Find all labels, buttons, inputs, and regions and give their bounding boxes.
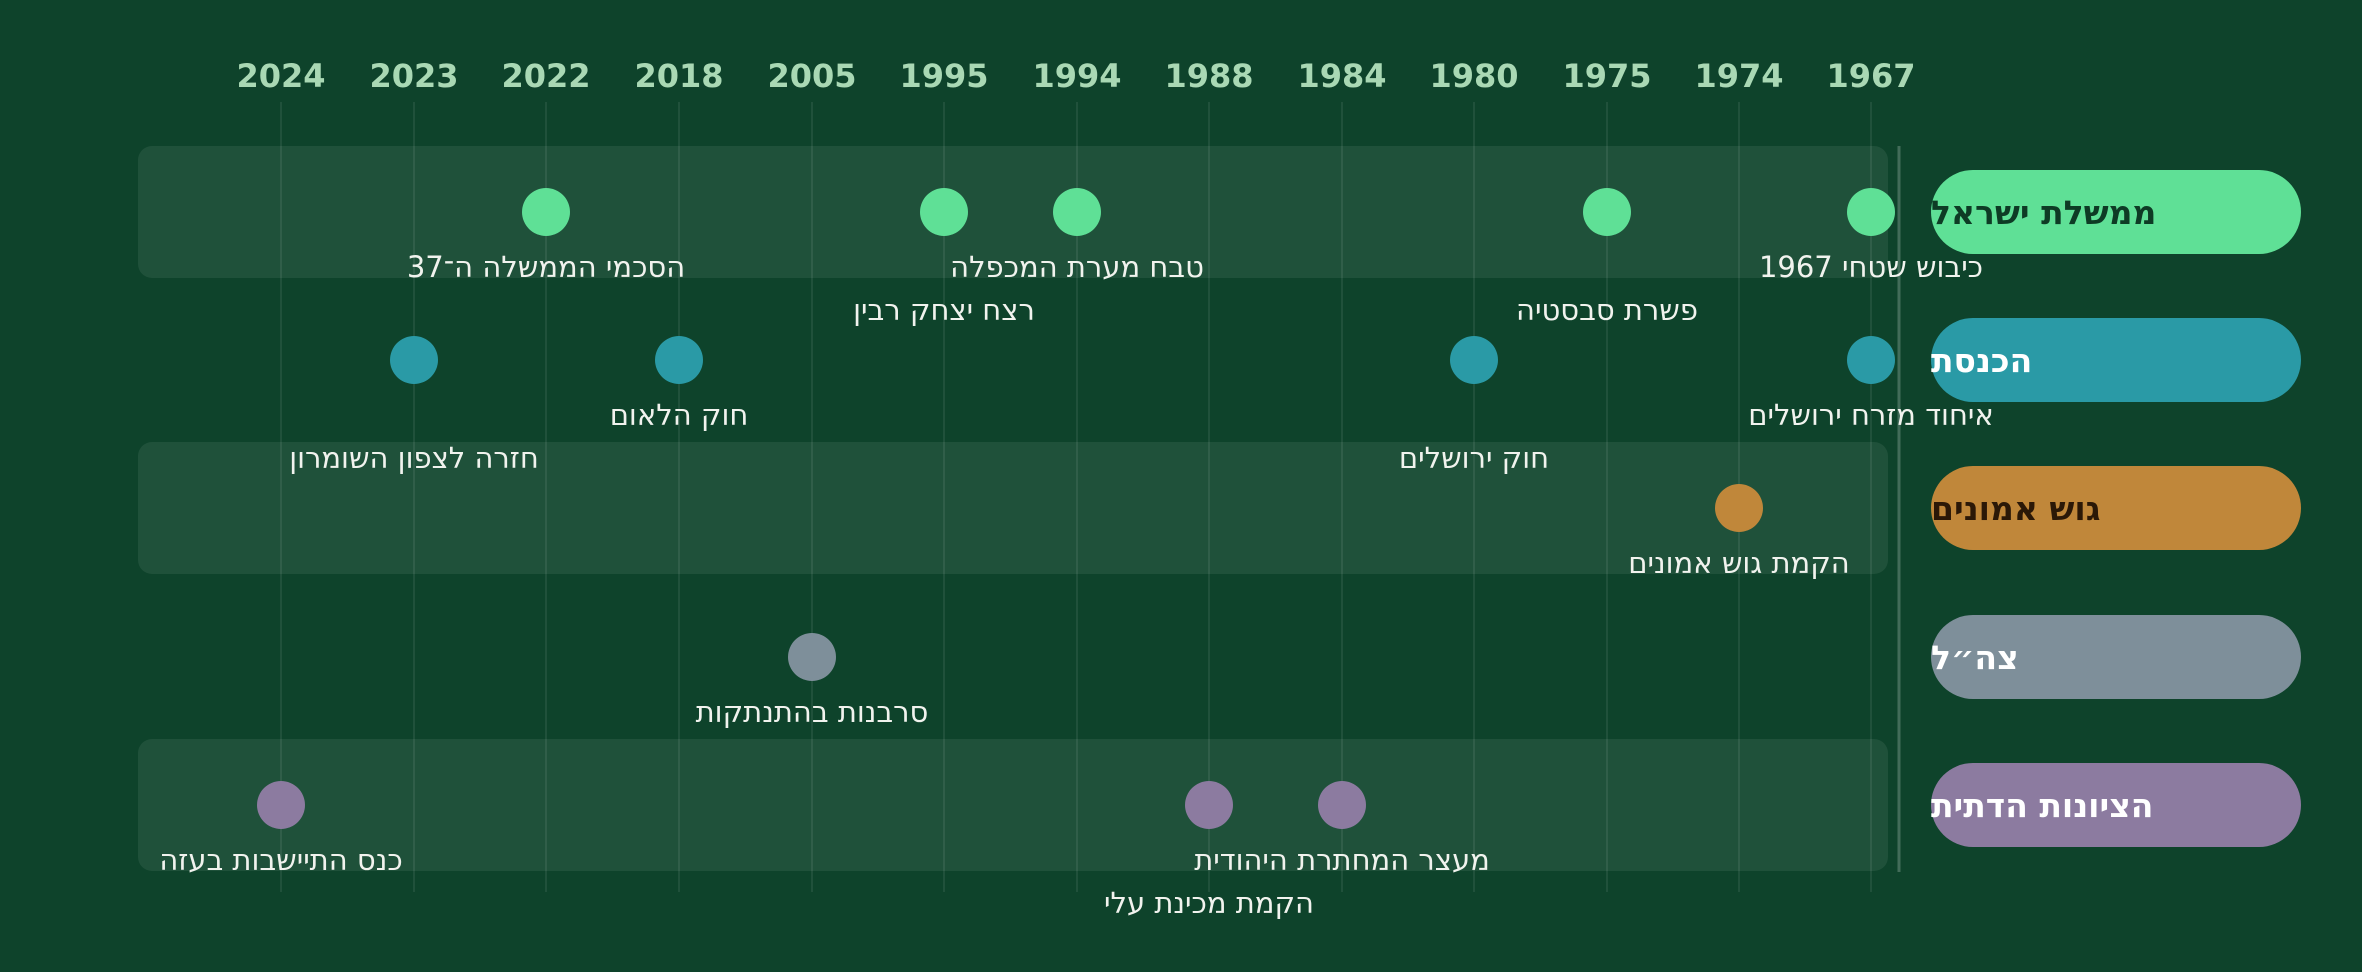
event-dot-gush-1974[interactable] bbox=[1715, 484, 1763, 532]
event-label-gov-1995: רצח יצחק רבין bbox=[853, 293, 1035, 327]
event-label-gov-1975: פשרת סבסטיה bbox=[1516, 293, 1698, 327]
lane-pill-gush: גוש אמונים bbox=[1931, 466, 2301, 550]
year-label-1994: 1994 bbox=[1032, 57, 1121, 95]
event-dot-gov-1975[interactable] bbox=[1583, 188, 1631, 236]
event-label-gov-1967: כיבוש שטחי 1967 bbox=[1759, 250, 1983, 284]
year-label-1974: 1974 bbox=[1694, 57, 1783, 95]
event-label-rz-1984: מעצר המחתרת היהודית bbox=[1194, 843, 1490, 877]
year-label-1980: 1980 bbox=[1429, 57, 1518, 95]
lane-band-gush bbox=[138, 442, 1888, 574]
lane-band-rz bbox=[138, 739, 1888, 871]
year-label-2024: 2024 bbox=[236, 57, 325, 95]
event-label-knesset-2023: חזרה לצפון השומרון bbox=[289, 441, 539, 475]
event-label-knesset-1980: חוק ירושלים bbox=[1399, 441, 1549, 475]
year-label-2018: 2018 bbox=[634, 57, 723, 95]
lane-pill-idf: צה״ל bbox=[1931, 615, 2301, 699]
event-dot-gov-1995[interactable] bbox=[920, 188, 968, 236]
event-dot-rz-1984[interactable] bbox=[1318, 781, 1366, 829]
event-label-knesset-1967: איחוד מזרח ירושלים bbox=[1748, 398, 1994, 432]
lane-pill-knesset: הכנסת bbox=[1931, 318, 2301, 402]
event-dot-knesset-1967[interactable] bbox=[1847, 336, 1895, 384]
event-dot-rz-1988[interactable] bbox=[1185, 781, 1233, 829]
event-label-gov-1994: טבח מערת המכפלה bbox=[950, 250, 1204, 284]
year-label-1975: 1975 bbox=[1562, 57, 1651, 95]
event-dot-knesset-2018[interactable] bbox=[655, 336, 703, 384]
lane-pill-rz: הציונות הדתית bbox=[1931, 763, 2301, 847]
event-dot-knesset-2023[interactable] bbox=[390, 336, 438, 384]
year-label-2022: 2022 bbox=[501, 57, 590, 95]
event-dot-rz-2024[interactable] bbox=[257, 781, 305, 829]
event-label-rz-2024: כנס התיישבות בעזה bbox=[159, 843, 402, 877]
year-label-1967: 1967 bbox=[1826, 57, 1915, 95]
event-dot-gov-1967[interactable] bbox=[1847, 188, 1895, 236]
event-dot-knesset-1980[interactable] bbox=[1450, 336, 1498, 384]
year-label-1988: 1988 bbox=[1164, 57, 1253, 95]
year-label-1995: 1995 bbox=[899, 57, 988, 95]
event-dot-idf-2005[interactable] bbox=[788, 633, 836, 681]
event-dot-gov-2022[interactable] bbox=[522, 188, 570, 236]
event-label-gush-1974: הקמת גוש אמונים bbox=[1628, 546, 1849, 580]
year-label-1984: 1984 bbox=[1297, 57, 1386, 95]
event-label-rz-1988: הקמת מכינת עלי bbox=[1104, 886, 1314, 920]
lane-pill-gov: ממשלת ישראל bbox=[1931, 170, 2301, 254]
year-label-2023: 2023 bbox=[369, 57, 458, 95]
event-dot-gov-1994[interactable] bbox=[1053, 188, 1101, 236]
lane-band-gov bbox=[138, 146, 1888, 278]
year-label-2005: 2005 bbox=[767, 57, 856, 95]
event-label-knesset-2018: חוק הלאום bbox=[610, 398, 749, 432]
event-label-idf-2005: סרבנות בהתנתקות bbox=[696, 695, 929, 729]
event-label-gov-2022: הסכמי הממשלה ה־37 bbox=[407, 250, 685, 284]
